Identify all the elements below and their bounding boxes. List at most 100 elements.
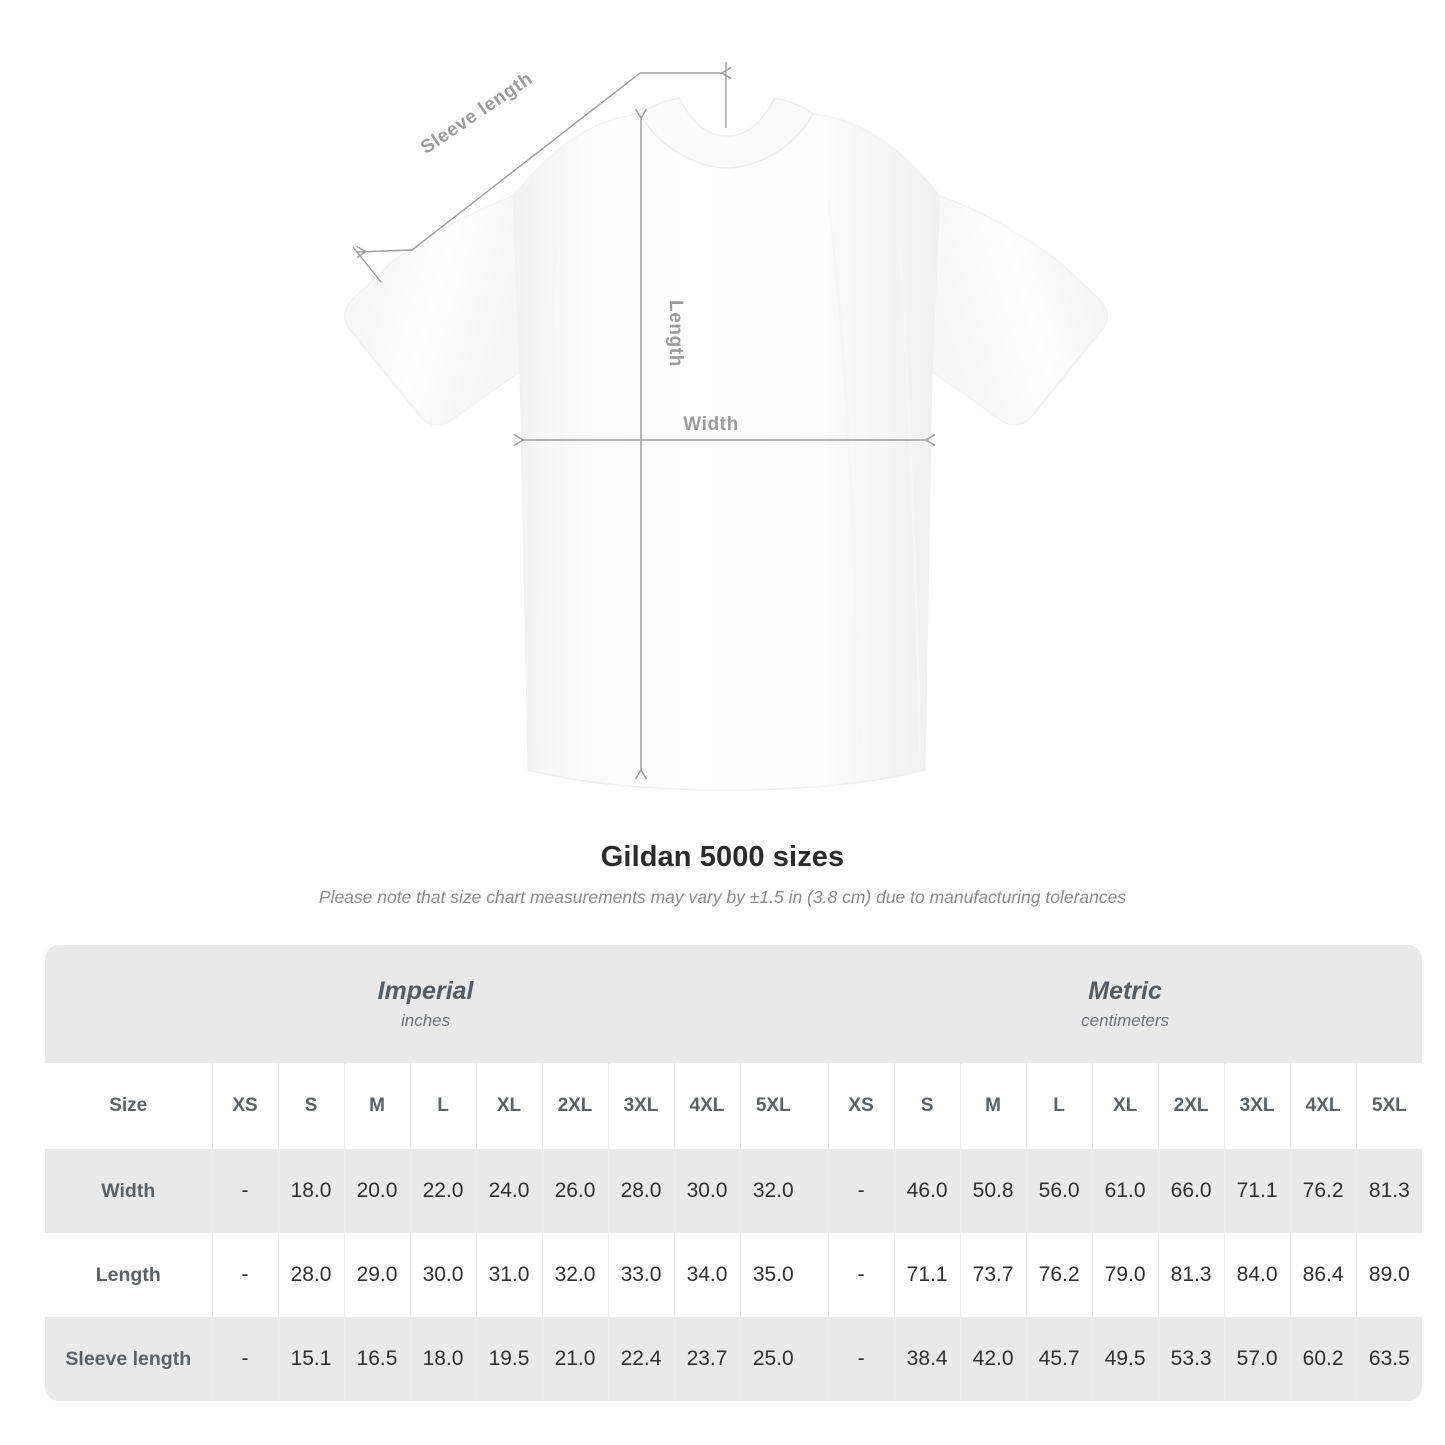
table-row: Sleeve length -15.1 16.5 18.0 19.5 21.0 22.4 23… [45,1317,1423,1401]
column-header-imperial-3xl: 3XL [607,1063,674,1149]
row-header-length: Length [45,1233,212,1317]
cell-metric-length-5xl: 89.0 [1355,1233,1423,1317]
column-header-imperial-4xl: 4XL [673,1063,740,1149]
width-label: Width [683,414,739,435]
unit-header-metric: Metric centimeters [828,945,1423,1063]
cell-imperial-sleeve-length-5xl: 25.0 [739,1317,807,1401]
row-gap [806,1233,829,1317]
cell-metric-length-2xl: 81.3 [1157,1233,1225,1317]
cell-imperial-length-s: 28.0 [277,1233,344,1317]
column-header-metric-l: L [1025,1063,1093,1149]
size-header-gap [806,1063,829,1149]
cell-imperial-length-4xl: 34.0 [673,1233,740,1317]
cell-imperial-length-xl: 31.0 [475,1233,542,1317]
table-row: Length -28.0 29.0 30.0 31.0 32.0 33.0 34.0 35.0-… [45,1233,1423,1317]
sleeve-length-label: Sleeve length [417,68,537,158]
cell-metric-length-xs: - [827,1233,895,1317]
cell-imperial-length-m: 29.0 [343,1233,410,1317]
column-header-imperial-2xl: 2XL [541,1063,608,1149]
tolerance-note: Please note that size chart measurements… [318,887,1127,907]
unit-band-gap [806,945,829,1063]
size-chart-table-wrapper: Imperial inches Metric centimeters Size XS S M L… [45,945,1423,1401]
cell-imperial-width-l: 22.0 [409,1149,476,1233]
cell-metric-width-m: 50.8 [959,1149,1027,1233]
column-header-imperial-xl: XL [475,1063,542,1149]
column-header-metric-s: S [893,1063,961,1149]
cell-metric-width-l: 56.0 [1025,1149,1093,1233]
cell-metric-sleeve-length-xl: 49.5 [1091,1317,1159,1401]
cell-imperial-sleeve-length-m: 16.5 [343,1317,410,1401]
cell-metric-length-4xl: 86.4 [1289,1233,1357,1317]
cell-imperial-length-xs: - [211,1233,278,1317]
cell-metric-length-l: 76.2 [1025,1233,1093,1317]
cell-metric-width-3xl: 71.1 [1223,1149,1291,1233]
cell-imperial-width-s: 18.0 [277,1149,344,1233]
cell-metric-length-xl: 79.0 [1091,1233,1159,1317]
cell-metric-width-xl: 61.0 [1091,1149,1159,1233]
column-header-imperial-5xl: 5XL [739,1063,807,1149]
cell-imperial-length-5xl: 35.0 [739,1233,807,1317]
row-header-width: Width [45,1149,212,1233]
cell-imperial-width-xl: 24.0 [475,1149,542,1233]
cell-imperial-sleeve-length-4xl: 23.7 [673,1317,740,1401]
unit-name: Metric [1088,976,1162,1005]
unit-name: Imperial [377,976,474,1005]
column-header-metric-4xl: 4XL [1289,1063,1357,1149]
column-header-imperial-m: M [343,1063,410,1149]
cell-imperial-sleeve-length-l: 18.0 [409,1317,476,1401]
unit-subtitle: centimeters [1081,1010,1170,1030]
sleeve-length-arrow [356,66,732,259]
width-dimension: Width [513,414,936,447]
cell-metric-width-2xl: 66.0 [1157,1149,1225,1233]
column-header-imperial-xs: XS [211,1063,278,1149]
cell-metric-width-xs: - [827,1149,895,1233]
cell-imperial-width-5xl: 32.0 [739,1149,807,1233]
row-gap [806,1149,829,1233]
column-header-size: Size [45,1063,212,1149]
column-header-metric-2xl: 2XL [1157,1063,1225,1149]
cell-imperial-sleeve-length-xs: - [211,1317,278,1401]
row-gap [806,1317,829,1401]
cell-imperial-width-3xl: 28.0 [607,1149,674,1233]
cell-imperial-width-xs: - [211,1149,278,1233]
tshirt-illustration [344,97,1108,791]
length-label: Length [665,300,686,367]
tshirt-measurement-diagram: Sleeve length Length Width [344,62,1108,791]
unit-subtitle: inches [400,1010,451,1030]
column-header-imperial-l: L [409,1063,476,1149]
cell-metric-sleeve-length-m: 42.0 [959,1317,1027,1401]
cell-imperial-width-4xl: 30.0 [673,1149,740,1233]
cell-metric-width-5xl: 81.3 [1355,1149,1423,1233]
cell-metric-sleeve-length-xs: - [827,1317,895,1401]
row-header-sleeve-length: Sleeve length [45,1317,212,1401]
cell-metric-sleeve-length-s: 38.4 [893,1317,961,1401]
chart-heading-block: Gildan 5000 sizes Please note that size … [0,838,1445,909]
page-title: Gildan 5000 sizes [600,841,845,873]
column-header-metric-xs: XS [827,1063,895,1149]
column-header-metric-m: M [959,1063,1027,1149]
sleeve-cuff-tick [352,246,382,283]
cell-imperial-sleeve-length-xl: 19.5 [475,1317,542,1401]
cell-metric-length-s: 71.1 [893,1233,961,1317]
column-header-imperial-s: S [277,1063,344,1149]
cell-metric-sleeve-length-4xl: 60.2 [1289,1317,1357,1401]
cell-metric-sleeve-length-5xl: 63.5 [1355,1317,1423,1401]
column-header-metric-xl: XL [1091,1063,1159,1149]
cell-metric-sleeve-length-l: 45.7 [1025,1317,1093,1401]
cell-imperial-length-l: 30.0 [409,1233,476,1317]
cell-imperial-width-m: 20.0 [343,1149,410,1233]
cell-imperial-sleeve-length-3xl: 22.4 [607,1317,674,1401]
cell-metric-length-m: 73.7 [959,1233,1027,1317]
column-header-metric-5xl: 5XL [1355,1063,1423,1149]
cell-metric-width-4xl: 76.2 [1289,1149,1357,1233]
size-chart-table: Imperial inches Metric centimeters Size XS S M L… [45,945,1423,1401]
table-row: Width -18.0 20.0 22.0 24.0 26.0 28.0 30.0 32.0-4… [45,1149,1423,1233]
unit-header-imperial: Imperial inches [45,945,807,1063]
cell-imperial-sleeve-length-2xl: 21.0 [541,1317,608,1401]
size-header-row: Size XS S M L XL 2XL 3XL 4XL 5XL XS S M L XL 2XL 3XL 4XL 5… [45,1063,1423,1149]
cell-metric-sleeve-length-2xl: 53.3 [1157,1317,1225,1401]
cell-imperial-width-2xl: 26.0 [541,1149,608,1233]
unit-band-row: Imperial inches Metric centimeters [45,945,1423,1063]
column-header-metric-3xl: 3XL [1223,1063,1291,1149]
cell-imperial-length-3xl: 33.0 [607,1233,674,1317]
